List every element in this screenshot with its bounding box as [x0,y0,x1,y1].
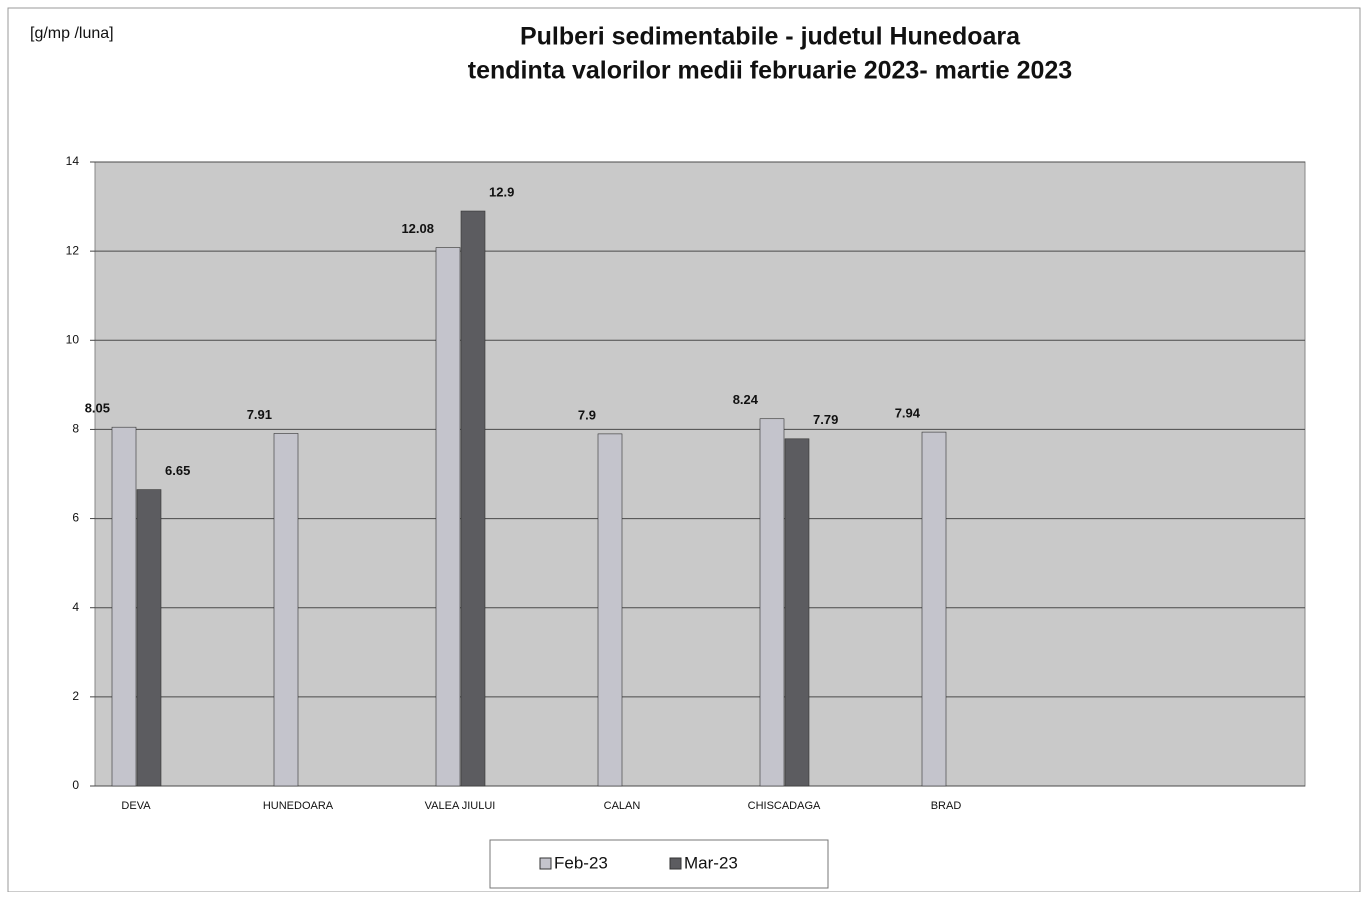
y-tick-label: 12 [66,243,80,257]
y-tick-label: 4 [72,600,79,614]
y-tick-label: 6 [72,511,79,525]
bar [921,431,947,787]
x-tick-label: CALAN [604,800,641,812]
data-label: 7.91 [247,407,272,422]
chart-subtitle: tendinta valorilor medii februarie 2023-… [468,57,1072,85]
bar [784,438,810,787]
bar [460,210,486,787]
y-tick-label: 10 [66,332,80,346]
legend-swatch [669,857,682,870]
legend-swatch [539,857,552,870]
y-tick-label: 8 [72,422,79,436]
y-tick-label: 2 [72,689,79,703]
chart-title: Pulberi sedimentabile - judetul Hunedoar… [520,23,1021,51]
data-label: 8.05 [85,401,110,416]
bar [759,418,785,787]
bar [597,433,623,787]
legend-label: Mar-23 [684,853,738,872]
x-tick-label: DEVA [121,800,151,812]
x-tick-label: VALEA JIULUI [425,800,496,812]
data-label: 7.9 [578,407,596,422]
x-tick-label: CHISCADAGA [748,800,821,812]
bar [136,489,162,787]
bar [435,247,461,787]
x-tick-label: BRAD [931,800,962,812]
x-tick-label: HUNEDOARA [263,800,334,812]
y-tick-label: 14 [66,154,80,168]
data-label: 8.24 [733,392,759,407]
legend-label: Feb-23 [554,853,608,872]
bar [111,426,137,787]
data-label: 12.9 [489,184,514,199]
data-label: 7.79 [813,412,838,427]
data-label: 6.65 [165,463,190,478]
data-label: 7.94 [895,406,921,421]
data-label: 12.08 [401,221,434,236]
bar [273,433,299,787]
y-axis-label: [g/mp /luna] [30,25,114,42]
y-tick-label: 0 [72,778,79,792]
